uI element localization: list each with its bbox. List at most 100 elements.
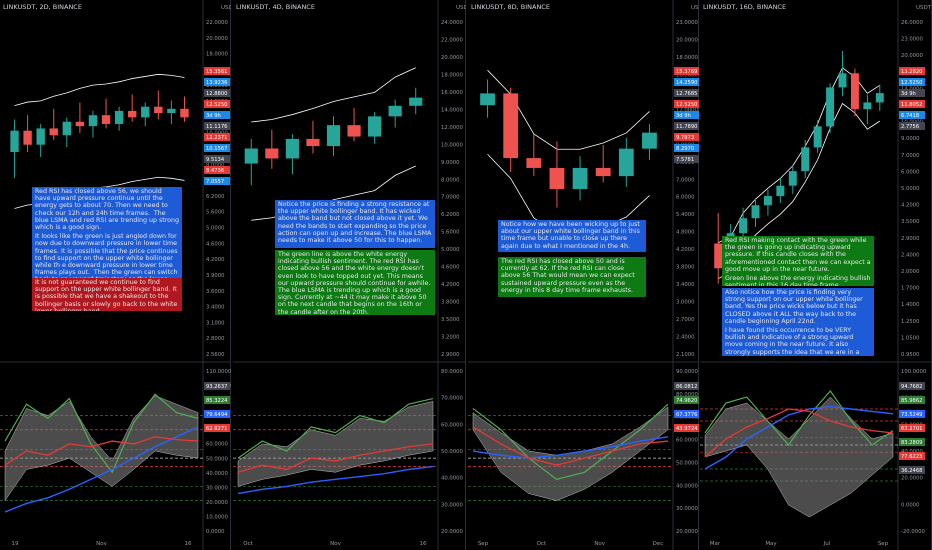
price-tick-label: 8.0000 [206, 162, 225, 168]
price-tag-bg [674, 133, 699, 141]
price-tick-label: 18.0000 [676, 55, 699, 61]
rsi-tick-label: 30.0000 [206, 485, 229, 491]
rsi-tick-label: 20.0000 [901, 476, 924, 482]
energy-line [704, 390, 894, 446]
candle-body [714, 243, 723, 269]
price-tag-label: 12.5250 [901, 80, 922, 86]
chart-panel-1[interactable]: LINKUSDT, 2D, BINANCE USDT 22.0000 20.0000 1… [0, 0, 231, 550]
rsi-tag-label: 77.6223 [901, 454, 922, 460]
rsi-tick-label: 40.0000 [441, 476, 464, 482]
price-tag-bg [204, 155, 230, 163]
price-tick-label: 20.0000 [676, 37, 699, 43]
candle-body [572, 167, 588, 190]
price-tick-label: 22.0000 [441, 37, 464, 43]
price-tag-label: 3d 9h [901, 91, 916, 97]
price-tag-bg [899, 78, 925, 86]
chart-svg: LINKUSDT, 4D, BINANCE USDT 24.0000 22.0000 2… [233, 0, 466, 550]
price-tick-label: 16.0000 [441, 90, 464, 96]
rsi-tag-label: 85.3224 [206, 398, 228, 404]
rsi-tag-label: 62.8271 [206, 426, 227, 432]
price-tag-bg [674, 100, 699, 108]
price-tag-label: 9.7873 [676, 135, 694, 141]
unit-label: USDT [916, 5, 932, 11]
price-tick-label: 24.0000 [441, 20, 464, 26]
price-tag-bg [674, 67, 699, 75]
price-tag-label: 3d 9h [206, 113, 221, 119]
rsi-tag-bg [899, 452, 925, 460]
price-tag-bg [204, 89, 230, 97]
rsi-tick-label: 10.0000 [206, 514, 229, 520]
price-tick-label: 6.0000 [676, 195, 695, 201]
annotation-text: The green line is above the white energy… [278, 251, 433, 315]
annotation-box: The green line is above the white energy… [275, 250, 435, 315]
energy-area [472, 406, 669, 501]
price-tick-label: 2.4000 [676, 335, 695, 341]
price-tag-bg [674, 111, 699, 119]
rsi-tag-bg [899, 382, 925, 390]
chart-title: LINKUSDT, 8D, BINANCE [471, 3, 550, 11]
rsi-tick-label: 50.0000 [441, 449, 464, 455]
price-tick-label: 1.7000 [901, 286, 920, 292]
annotation-text: Also notice how the price is finding ver… [725, 289, 865, 325]
time-tick-label: Nov [330, 541, 341, 547]
time-tick-label: Jul [823, 541, 831, 547]
price-tick-label: 2.0000 [901, 269, 920, 275]
rsi-tick-label: 60.0000 [441, 422, 464, 428]
price-tick-label: 5.0000 [441, 247, 460, 253]
price-tag-label: 12.5250 [676, 102, 697, 108]
chart-svg: LINKUSDT, 2D, BINANCE USDT 22.0000 20.0000 1… [0, 0, 231, 550]
unit-label: USDT [691, 5, 699, 11]
price-tick-label: 5.4000 [676, 212, 695, 218]
annotation-box: The red RSI has closed above 50 and is c… [498, 257, 646, 297]
price-tick-label: 6.0000 [901, 169, 920, 175]
price-tick-label: 4.6000 [206, 241, 225, 247]
energy-area [4, 395, 199, 502]
chart-panel-4[interactable]: LINKUSDT, 16D, BINANCE USDT 26.0000 23.0000… [700, 0, 932, 550]
annotation-text: Notice the price is finding a strong res… [278, 201, 434, 245]
price-tick-label: 4.2000 [441, 282, 460, 288]
chart-panel-3[interactable]: LINKUSDT, 8D, BINANCE USDT 23.0000 20.0000 1… [468, 0, 699, 550]
candle-body [526, 158, 542, 168]
candle-body [763, 196, 772, 206]
rsi-line [237, 443, 434, 473]
time-tick-label: Nov [594, 541, 605, 547]
rsi-tick-label: 30.0000 [676, 506, 699, 512]
annotation-box: It is not guaranteed we continue to find… [32, 278, 182, 311]
candle-body [10, 130, 19, 153]
chart-panel-2[interactable]: LINKUSDT, 4D, BINANCE USDT 24.0000 22.0000 2… [233, 0, 466, 550]
price-tick-label: 3.8000 [676, 265, 695, 271]
price-tag-bg [899, 100, 925, 108]
price-tag-label: 6.7418 [901, 113, 919, 119]
chart-title: LINKUSDT, 4D, BINANCE [236, 3, 315, 11]
energy-line [4, 393, 199, 474]
price-tag-bg [899, 122, 925, 130]
price-tick-label: 3.1000 [206, 320, 225, 326]
price-tick-label: 4.2000 [901, 203, 920, 209]
price-tick-label: 18.0000 [206, 52, 229, 58]
annotation-text: The red RSI has closed above 50 and is c… [501, 258, 637, 294]
price-tick-label: 2.5600 [206, 352, 225, 358]
rsi-tag-bg [674, 396, 699, 404]
rsi-tick-label: 40.0000 [206, 471, 229, 477]
price-tag-label: 11.1176 [206, 124, 227, 130]
candle-body [776, 185, 785, 197]
rsi-tag-label: 79.6494 [206, 412, 228, 418]
rsi-tag-label: 74.9620 [676, 398, 697, 404]
price-tag-bg [674, 78, 699, 86]
price-tick-label: 10.0000 [441, 142, 464, 148]
price-tag-label: 9.5134 [206, 157, 225, 163]
annotation-box: Notice how we have been wicking up to ju… [498, 220, 646, 252]
rsi-tick-label: 0.0000 [206, 529, 225, 535]
rsi-tag-bg [204, 396, 230, 404]
candle-body [838, 73, 847, 88]
price-tick-label: 12.0000 [676, 107, 699, 113]
price-tick-label: 1.2500 [901, 319, 920, 325]
price-tag-label: 12.8800 [206, 91, 227, 97]
price-tick-label: 7.0000 [901, 153, 920, 159]
price-tick-label: 7.0000 [441, 195, 460, 201]
price-tick-label: 2.4000 [901, 252, 920, 258]
candle-body [813, 126, 822, 148]
rsi-tag-label: 85.9862 [901, 398, 922, 404]
rsi-tag-bg [674, 382, 699, 390]
